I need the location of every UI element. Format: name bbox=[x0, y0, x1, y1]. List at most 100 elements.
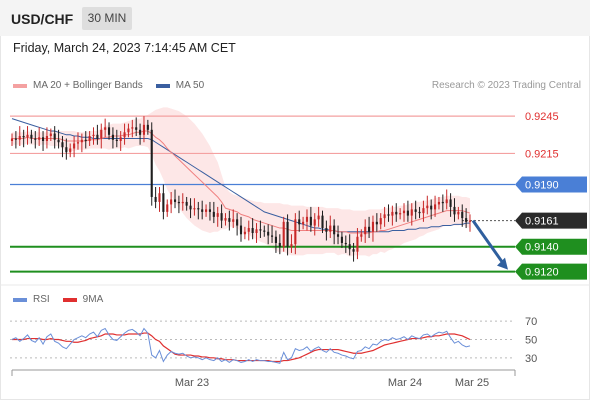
candle-body bbox=[84, 139, 87, 142]
candle-body bbox=[317, 215, 320, 220]
candle-body bbox=[290, 244, 293, 247]
candle-body bbox=[321, 215, 324, 229]
candle-body bbox=[189, 205, 192, 210]
level-tag-0-9140 bbox=[515, 238, 587, 255]
candle-body bbox=[274, 236, 277, 243]
candle-body bbox=[177, 201, 180, 204]
candle-body bbox=[336, 234, 340, 237]
candle-body bbox=[449, 199, 452, 207]
candle-body bbox=[38, 137, 41, 140]
ma50-swatch-icon bbox=[155, 83, 170, 88]
candle-body bbox=[193, 208, 196, 210]
candle-body bbox=[65, 147, 68, 153]
candle-body bbox=[131, 127, 134, 129]
candle-body bbox=[422, 208, 425, 214]
level-label-0-9245: 0.9245 bbox=[525, 111, 559, 123]
candle-body bbox=[162, 193, 165, 212]
candle-body bbox=[410, 209, 413, 216]
legend-ma50-label: MA 50 bbox=[175, 80, 205, 91]
candle-body bbox=[111, 134, 114, 140]
candle-body bbox=[41, 137, 45, 142]
candle-body bbox=[430, 205, 433, 210]
candle-body bbox=[379, 218, 382, 225]
candle-body bbox=[282, 221, 285, 247]
candle-body bbox=[294, 219, 297, 245]
candle-body bbox=[325, 228, 328, 232]
price-legend: MA 20 + Bollinger Bands MA 50 bbox=[13, 80, 217, 91]
candle-body bbox=[387, 214, 390, 216]
candle-body bbox=[371, 221, 375, 232]
candle-body bbox=[329, 225, 332, 232]
ma50-line bbox=[11, 118, 470, 233]
candle-body bbox=[468, 220, 472, 222]
candle-body bbox=[173, 199, 177, 202]
candle-body bbox=[224, 218, 227, 221]
candle-body bbox=[18, 136, 21, 140]
legend-9ma-label: 9MA bbox=[82, 294, 104, 305]
legend-item-9ma: 9MA bbox=[62, 294, 104, 305]
candle-body bbox=[135, 127, 138, 130]
rsi-9ma-line bbox=[12, 332, 471, 363]
candle-body bbox=[80, 139, 83, 143]
candle-body bbox=[453, 206, 456, 215]
legend-item-ma20: MA 20 + Bollinger Bands bbox=[13, 80, 143, 91]
candle-body bbox=[445, 199, 448, 204]
rsi-tick-label-30: 30 bbox=[525, 353, 537, 365]
candle-body bbox=[313, 219, 316, 226]
candle-body bbox=[197, 208, 200, 210]
candle-body bbox=[123, 132, 126, 138]
candle-body bbox=[10, 138, 14, 142]
candle-body bbox=[457, 211, 460, 215]
candle-body bbox=[375, 221, 378, 225]
candle-body bbox=[368, 226, 371, 232]
candle-body bbox=[418, 211, 421, 214]
candle-body bbox=[146, 124, 149, 130]
candle-body bbox=[364, 226, 367, 235]
candle-body bbox=[76, 142, 80, 144]
level-label-0-9120: 0.9120 bbox=[525, 267, 559, 279]
candle-body bbox=[247, 228, 250, 232]
level-label-0-9161: 0.9161 bbox=[525, 216, 559, 228]
timeframe-button[interactable]: 30 MIN bbox=[82, 7, 132, 30]
level-tag-0-9190 bbox=[515, 176, 587, 193]
candle-body bbox=[115, 139, 118, 142]
candle-body bbox=[185, 201, 188, 206]
candle-body bbox=[414, 209, 417, 212]
legend-item-ma50: MA 50 bbox=[155, 80, 205, 91]
ma9-swatch-icon bbox=[62, 297, 77, 302]
candle-body bbox=[391, 211, 394, 216]
candle-body bbox=[45, 136, 48, 142]
candle-body bbox=[305, 216, 309, 222]
candle-body bbox=[30, 134, 33, 139]
level-label-0-9215: 0.9215 bbox=[525, 148, 559, 160]
candle-body bbox=[243, 231, 246, 235]
level-label-0-9140: 0.9140 bbox=[525, 242, 559, 254]
credit-label: Research © 2023 Trading Central bbox=[431, 80, 581, 91]
candle-body bbox=[119, 137, 122, 142]
rsi-tick-label-50: 50 bbox=[525, 335, 537, 347]
candle-body bbox=[26, 134, 29, 138]
candle-body bbox=[181, 201, 184, 204]
candle-body bbox=[34, 138, 37, 140]
candle-body bbox=[406, 210, 409, 216]
x-tick-label-0: Mar 23 bbox=[175, 377, 209, 389]
candle-body bbox=[154, 196, 157, 202]
candle-body bbox=[298, 219, 301, 225]
candle-body bbox=[461, 211, 464, 219]
candle-body bbox=[53, 133, 56, 140]
top-bar: USD/CHF 30 MIN bbox=[0, 0, 590, 36]
candle-body bbox=[142, 124, 146, 135]
candle-body bbox=[251, 228, 254, 234]
candle-body bbox=[232, 219, 235, 222]
rsi-tick-label-70: 70 bbox=[525, 316, 537, 328]
candle-body bbox=[437, 201, 441, 205]
candle-body bbox=[278, 242, 281, 247]
candle-body bbox=[344, 242, 347, 245]
x-tick-label-1: Mar 24 bbox=[388, 377, 422, 389]
forecast-arrow-head bbox=[497, 257, 508, 270]
candle-body bbox=[14, 138, 17, 140]
candle-body bbox=[399, 213, 402, 215]
candle-body bbox=[263, 230, 266, 232]
candle-body bbox=[426, 205, 429, 209]
